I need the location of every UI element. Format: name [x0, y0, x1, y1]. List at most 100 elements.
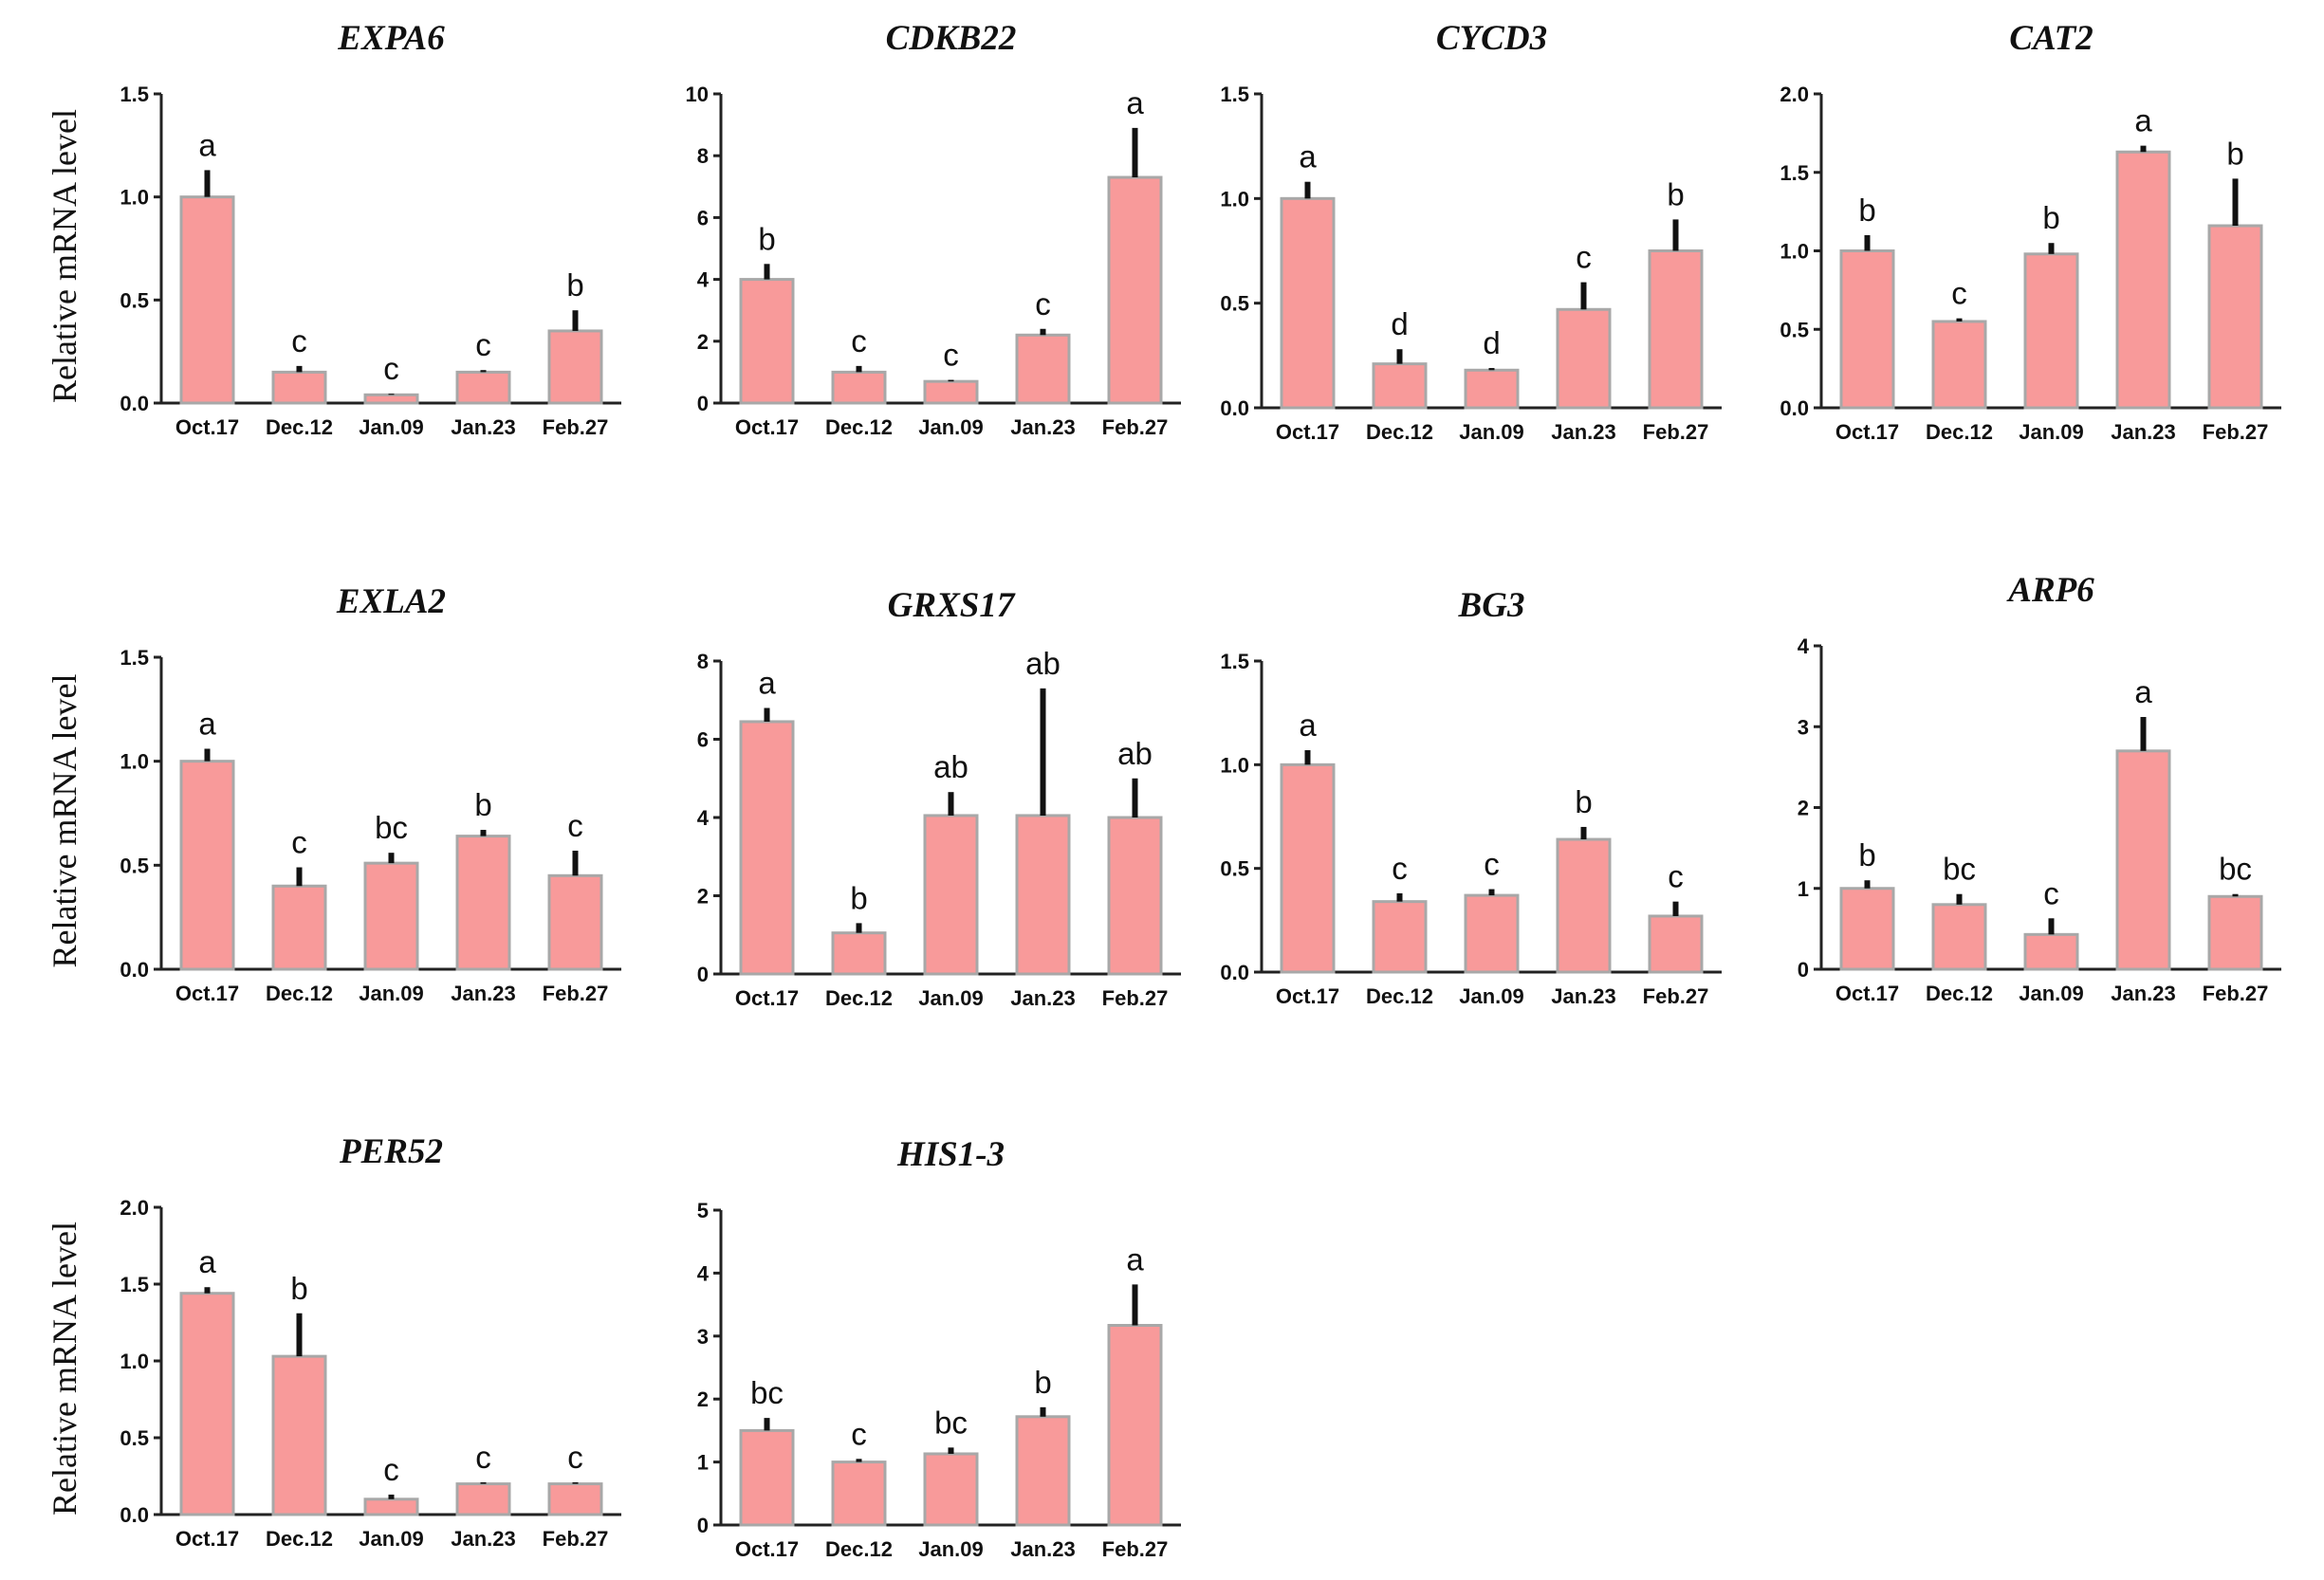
- chart-title: CAT2: [2009, 19, 2093, 58]
- bar: [923, 379, 979, 405]
- bar: [271, 884, 327, 971]
- x-tick-label: Oct.17: [1835, 982, 1899, 1005]
- chart-title: GRXS17: [888, 586, 1016, 625]
- significance-letter: c: [943, 338, 959, 373]
- y-tick-label: 1.0: [1220, 187, 1249, 211]
- x-tick-label: Jan.23: [1010, 986, 1076, 1010]
- bar: [1839, 887, 1895, 971]
- significance-letter: a: [1299, 139, 1317, 175]
- bar: [547, 1482, 603, 1516]
- y-tick-label: 4: [697, 806, 710, 830]
- chart-title: EXPA6: [337, 19, 445, 58]
- x-tick-label: Oct.17: [735, 1537, 799, 1561]
- bar: [1556, 307, 1612, 410]
- chart-title: HIS1-3: [896, 1135, 1005, 1174]
- panel-his1-3: HIS1-3 0 1 2 3 4 5 bc Oct.17 c Dec.12 bc Jan.09 b Jan.…: [697, 1135, 1181, 1561]
- x-tick-label: Dec.12: [266, 982, 333, 1005]
- significance-letter: a: [198, 1244, 216, 1279]
- significance-letter: b: [2042, 200, 2059, 235]
- x-tick-label: Jan.09: [359, 982, 424, 1005]
- bar: [831, 931, 887, 976]
- x-tick-label: Feb.27: [543, 982, 609, 1005]
- y-tick-label: 0.0: [120, 1503, 149, 1527]
- significance-letter: bc: [750, 1375, 784, 1410]
- panel-expa6: EXPA6 Relative mRNA level 0.0 0.5 1.0 1.5 a Oct…: [46, 19, 621, 439]
- significance-letter: b: [1575, 784, 1592, 819]
- significance-letter: a: [2134, 674, 2152, 709]
- y-tick-label: 2: [697, 330, 709, 354]
- bar: [179, 1292, 235, 1516]
- chart-title: EXLA2: [336, 582, 446, 621]
- y-tick-label: 1.0: [120, 750, 149, 774]
- x-tick-label: Jan.23: [451, 982, 516, 1005]
- x-tick-label: Feb.27: [1643, 420, 1709, 444]
- chart-title: ARP6: [2006, 571, 2094, 610]
- y-tick-label: 0.5: [120, 1426, 149, 1450]
- x-tick-label: Jan.23: [451, 415, 516, 439]
- x-tick-label: Jan.09: [918, 1537, 984, 1561]
- significance-letter: b: [566, 267, 583, 303]
- y-tick-label: 0.5: [1780, 318, 1809, 341]
- y-tick-label: 0.0: [1220, 961, 1249, 984]
- bar: [547, 329, 603, 405]
- bar: [831, 370, 887, 405]
- y-tick-label: 3: [1798, 715, 1809, 739]
- y-tick-label: 8: [697, 650, 709, 673]
- significance-letter: c: [1035, 286, 1051, 322]
- significance-letter: b: [290, 1271, 307, 1306]
- bar: [1015, 1415, 1071, 1527]
- x-tick-label: Oct.17: [1276, 420, 1339, 444]
- y-axis-label: Relative mRNA level: [46, 109, 83, 403]
- y-tick-label: 1.5: [1220, 650, 1249, 673]
- y-tick-label: 0: [697, 963, 709, 986]
- y-tick-label: 1.0: [1780, 240, 1809, 264]
- significance-letter: b: [1667, 176, 1684, 211]
- x-tick-label: Jan.09: [918, 986, 984, 1010]
- significance-letter: c: [567, 1440, 583, 1475]
- significance-letter: bc: [1943, 852, 1976, 887]
- bar: [1839, 249, 1895, 410]
- significance-letter: c: [1576, 240, 1592, 275]
- significance-letter: b: [474, 787, 491, 822]
- bar: [2115, 749, 2171, 971]
- bar: [1015, 814, 1071, 976]
- bar: [2207, 224, 2263, 410]
- y-tick-label: 0.5: [120, 288, 149, 312]
- x-tick-label: Jan.23: [451, 1527, 516, 1551]
- bar: [455, 370, 511, 405]
- significance-letter: b: [2226, 136, 2243, 171]
- bar: [271, 1354, 327, 1516]
- bar: [363, 861, 419, 971]
- significance-letter: a: [1299, 707, 1317, 743]
- bar: [271, 370, 327, 405]
- panel-grxs17: GRXS17 0 2 4 6 8 a Oct.17 b Dec.12 ab Jan.09 ab Jan.2…: [697, 586, 1181, 1010]
- bar: [1107, 1324, 1163, 1527]
- x-tick-label: Jan.09: [359, 415, 424, 439]
- significance-letter: bc: [934, 1405, 968, 1440]
- y-tick-label: 2.0: [1780, 83, 1809, 106]
- y-tick-label: 5: [697, 1199, 709, 1222]
- y-tick-label: 4: [697, 268, 710, 292]
- significance-letter: a: [2134, 103, 2152, 138]
- y-tick-label: 1.0: [120, 1350, 149, 1373]
- bar: [1372, 362, 1428, 410]
- y-tick-label: 2.0: [120, 1196, 149, 1220]
- x-tick-label: Jan.23: [1010, 415, 1076, 439]
- bar: [2115, 150, 2171, 410]
- significance-letter: bc: [2219, 852, 2252, 887]
- bar: [179, 760, 235, 971]
- significance-letter: a: [758, 666, 776, 701]
- y-tick-label: 1: [697, 1451, 709, 1475]
- significance-letter: c: [291, 825, 307, 860]
- bar: [1556, 837, 1612, 974]
- y-tick-label: 0: [697, 392, 709, 415]
- bar: [1107, 175, 1163, 405]
- x-tick-label: Oct.17: [1276, 984, 1339, 1008]
- significance-letter: c: [2043, 875, 2059, 910]
- bar: [1280, 762, 1336, 974]
- x-tick-label: Dec.12: [825, 986, 893, 1010]
- y-tick-label: 2: [697, 885, 709, 909]
- x-tick-label: Oct.17: [175, 1527, 239, 1551]
- bar: [1464, 368, 1520, 410]
- x-tick-label: Dec.12: [825, 415, 893, 439]
